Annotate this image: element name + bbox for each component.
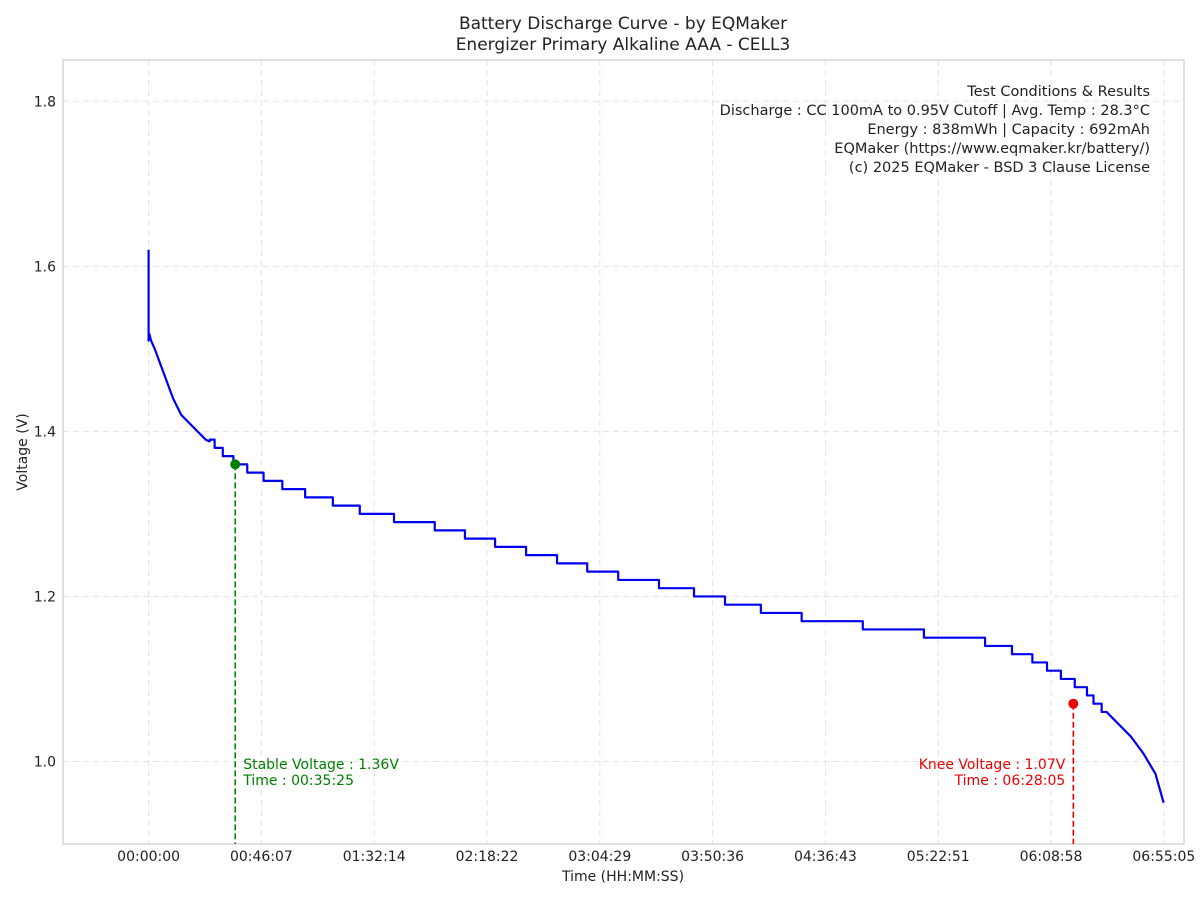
info-line: EQMaker (https://www.eqmaker.kr/battery/… xyxy=(834,141,1150,157)
chart-title: Battery Discharge Curve - by EQMaker xyxy=(459,14,787,34)
knee-time-label: Time : 06:28:05 xyxy=(954,773,1066,789)
info-line: Discharge : CC 100mA to 0.95V Cutoff | A… xyxy=(720,103,1150,119)
x-tick-label: 03:50:36 xyxy=(681,849,744,865)
series-layer xyxy=(147,249,1165,804)
stable-time-label: Time : 00:35:25 xyxy=(242,773,354,789)
x-tick-label: 04:36:43 xyxy=(794,849,857,865)
x-axis-ticks: 00:00:00 00:46:07 01:32:14 02:18:22 03:04:29… xyxy=(117,849,1195,865)
stable-voltage-label: Stable Voltage : 1.36V xyxy=(243,757,399,773)
x-tick-label: 01:32:14 xyxy=(343,849,406,865)
x-tick-label: 00:00:00 xyxy=(117,849,180,865)
knee-voltage-marker xyxy=(1068,698,1079,709)
chart-subtitle: Energizer Primary Alkaline AAA - CELL3 xyxy=(456,35,791,55)
x-tick-label: 06:08:58 xyxy=(1020,849,1083,865)
plot-frame xyxy=(62,59,1185,845)
x-tick-label: 02:18:22 xyxy=(456,849,519,865)
y-tick-label: 1.0 xyxy=(34,754,56,770)
discharge-series-line xyxy=(147,249,1165,804)
y-axis-ticks: 1.0 1.2 1.4 1.6 1.8 xyxy=(34,94,56,770)
info-line: Test Conditions & Results xyxy=(966,84,1150,100)
stable-voltage-marker xyxy=(230,459,241,470)
knee-voltage-label: Knee Voltage : 1.07V xyxy=(919,757,1066,773)
grid xyxy=(63,60,1184,844)
x-tick-label: 06:55:05 xyxy=(1132,849,1195,865)
info-line: Energy : 838mWh | Capacity : 692mAh xyxy=(867,122,1150,138)
y-tick-label: 1.8 xyxy=(34,94,56,110)
info-line: (c) 2025 EQMaker - BSD 3 Clause License xyxy=(849,160,1150,176)
y-tick-label: 1.6 xyxy=(34,259,56,275)
info-box: Test Conditions & Results Discharge : CC… xyxy=(720,84,1150,176)
x-axis-label: Time (HH:MM:SS) xyxy=(561,869,684,885)
x-tick-label: 03:04:29 xyxy=(568,849,631,865)
x-tick-label: 05:22:51 xyxy=(907,849,970,865)
y-tick-label: 1.4 xyxy=(34,424,56,440)
x-tick-label: 00:46:07 xyxy=(230,849,293,865)
y-axis-label: Voltage (V) xyxy=(15,413,31,490)
y-tick-label: 1.2 xyxy=(34,589,56,605)
